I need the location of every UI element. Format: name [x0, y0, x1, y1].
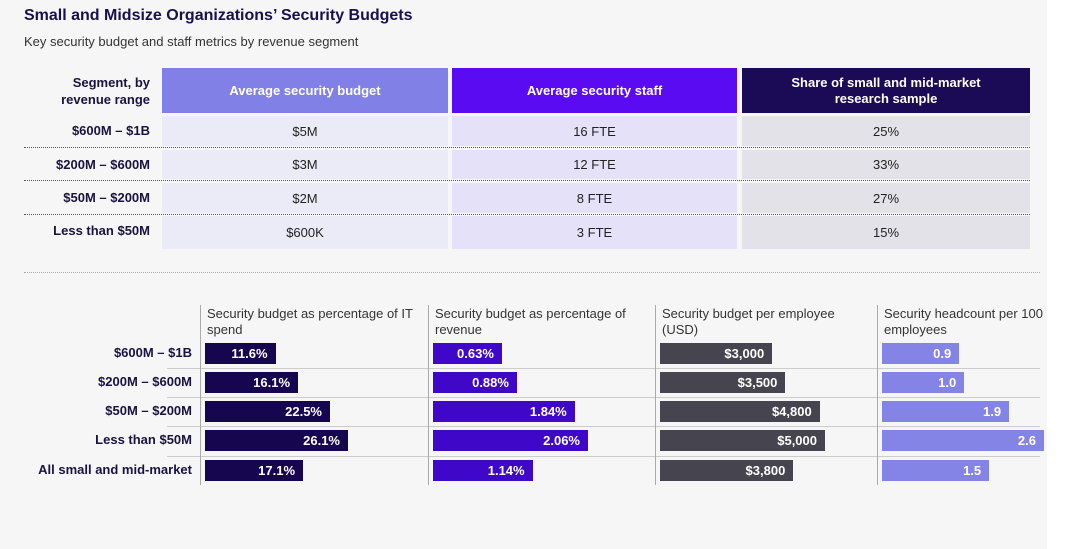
category-label: $200M – $600M [98, 374, 192, 389]
bar: 17.1% [205, 460, 304, 481]
bar-value-label: $5,000 [777, 433, 817, 448]
table-row-segment: $200M – $600M [56, 157, 150, 172]
bar: 2.06% [433, 430, 588, 451]
cell-staff: 8 FTE [452, 183, 737, 213]
series-title: Security budget as percentage of revenue [435, 306, 626, 337]
panel-axis [428, 305, 429, 485]
bar: 1.0 [882, 372, 965, 393]
bar: 26.1% [205, 430, 348, 451]
bar-value-label: 22.5% [285, 404, 322, 419]
cell-budget: $600K [162, 216, 448, 249]
bar: 2.6 [882, 430, 1044, 451]
table-row-segment: Less than $50M [53, 223, 150, 238]
bar-value-label: 1.0 [938, 375, 957, 390]
cell-share: 27% [742, 183, 1030, 213]
header-share: Share of small and mid-market research s… [742, 68, 1030, 113]
section-divider [24, 272, 1040, 273]
series-title: Security headcount per 100 employees [884, 306, 1043, 337]
bar: 1.84% [433, 401, 575, 422]
row-divider [24, 147, 1030, 148]
bar-value-label: $3,000 [724, 346, 765, 361]
cell-staff: 12 FTE [452, 150, 737, 179]
bar-value-label: $3,500 [737, 375, 778, 390]
bar: $3,500 [660, 372, 786, 393]
row-gridline [167, 426, 1040, 427]
segment-header: Segment, by revenue range [61, 75, 150, 107]
series-title: Security budget as percentage of IT spen… [207, 306, 413, 337]
category-label: $600M – $1B [113, 345, 192, 360]
bar: 1.14% [433, 460, 533, 481]
table-row-segment: $50M – $200M [63, 190, 150, 205]
bar-value-label: 26.1% [303, 433, 340, 448]
panel-axis [877, 305, 878, 485]
bar-value-label: 0.63% [457, 346, 494, 361]
bar: 0.9 [882, 343, 960, 364]
series-title: Security budget per employee (USD) [662, 306, 835, 337]
cell-staff: 16 FTE [452, 116, 737, 146]
bar: $3,000 [660, 343, 773, 364]
cell-budget: $3M [162, 150, 448, 179]
bar: $5,000 [660, 430, 825, 451]
cell-budget: $5M [162, 116, 448, 146]
cell-budget: $2M [162, 183, 448, 213]
cell-share: 15% [742, 216, 1030, 249]
category-label: Less than $50M [95, 432, 192, 447]
bar: $3,800 [660, 460, 794, 481]
header-avg-budget: Average security budget [162, 68, 448, 113]
bar-value-label: 16.1% [253, 375, 291, 390]
row-divider [24, 214, 1030, 215]
bar-value-label: 0.88% [472, 375, 509, 390]
header-avg-staff: Average security staff [452, 68, 737, 113]
page-title: Small and Midsize Organizations’ Securit… [24, 7, 413, 24]
bar-value-label: $4,800 [771, 404, 812, 419]
cell-share: 25% [742, 116, 1030, 146]
cell-staff: 3 FTE [452, 216, 737, 249]
panel-axis [200, 305, 201, 485]
bar: 22.5% [205, 401, 330, 422]
bar: 1.9 [882, 401, 1010, 422]
cell-share: 33% [742, 150, 1030, 179]
bar-value-label: 11.6% [231, 346, 268, 361]
category-label: $50M – $200M [105, 403, 192, 418]
bar: 16.1% [205, 372, 299, 393]
row-gridline [167, 368, 1040, 369]
category-label: All small and mid-market [38, 462, 192, 477]
row-divider [24, 180, 1030, 181]
bar: 0.63% [433, 343, 502, 364]
panel-axis [655, 305, 656, 485]
row-gridline [167, 456, 1040, 457]
row-gridline [167, 397, 1040, 398]
bar-value-label: 1.84% [529, 404, 567, 419]
bar: 0.88% [433, 372, 517, 393]
bar: $4,800 [660, 401, 820, 422]
bar-value-label: 1.14% [487, 463, 525, 478]
bar: 11.6% [205, 343, 276, 364]
bar: 1.5 [882, 460, 990, 481]
page-subtitle: Key security budget and staff metrics by… [24, 34, 359, 49]
bar-value-label: $3,800 [745, 463, 786, 478]
bar-value-label: 0.9 [933, 346, 952, 361]
bar-value-label: 1.5 [963, 463, 982, 478]
bar-value-label: 2.6 [1017, 433, 1036, 448]
bar-value-label: 1.9 [983, 404, 1002, 419]
table-row-segment: $600M – $1B [71, 123, 150, 138]
bar-value-label: 2.06% [543, 433, 580, 448]
bar-value-label: 17.1% [258, 463, 296, 478]
